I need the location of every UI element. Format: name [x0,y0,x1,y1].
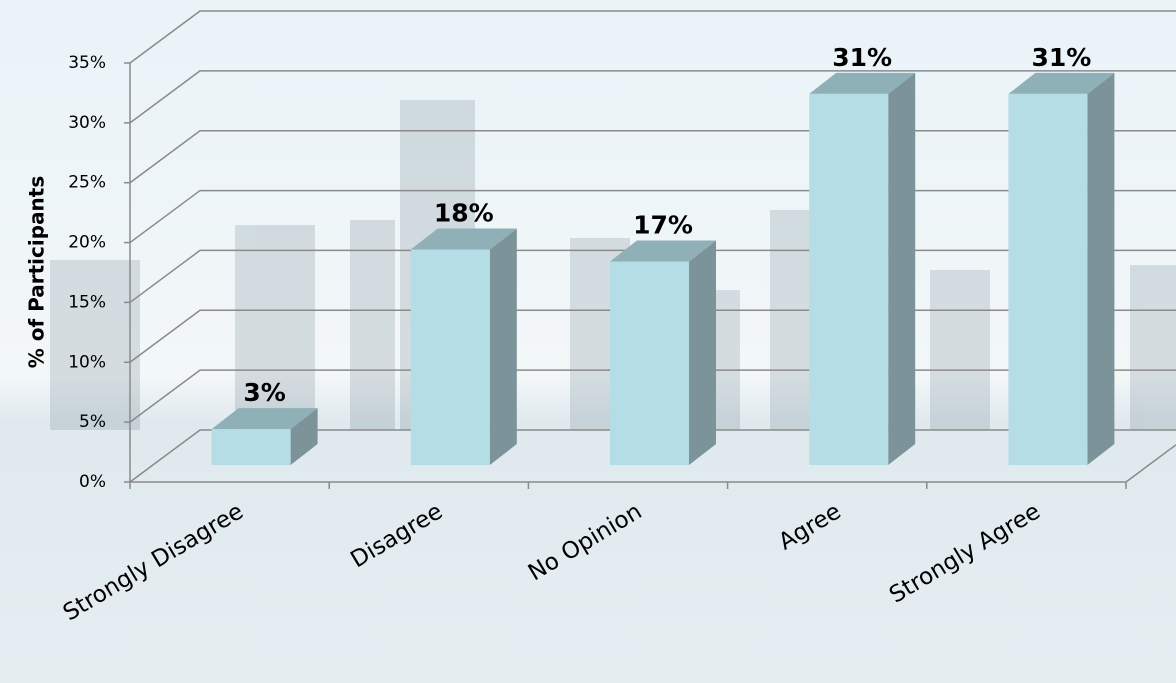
bar-top [610,240,716,262]
bar-top [809,72,916,94]
bar-top [410,228,517,250]
bar-side [1087,72,1115,465]
y-tick-label: 0% [79,472,106,492]
value-label: 18% [434,199,494,228]
value-label: 3% [243,378,285,407]
value-label: 31% [832,43,892,72]
y-tick-label: 20% [68,233,106,253]
grid-line [129,10,1176,64]
bar-side [290,408,318,465]
y-tick-label: 5% [79,412,106,432]
value-label: 31% [1031,43,1091,72]
y-tick-label: 30% [68,113,106,133]
bar [809,93,889,465]
grid-line [129,70,1176,124]
bar-top [211,408,318,430]
value-label: 17% [633,210,693,239]
y-tick-label: 10% [68,352,106,372]
bar-top [1008,72,1115,94]
bar [1008,93,1088,465]
bar-side [489,228,517,465]
bar [610,261,689,465]
bar-side [888,72,916,465]
y-axis-title: % of Participants [25,176,49,369]
bar [410,249,490,465]
y-tick-label: 35% [68,53,106,73]
y-tick-label: 15% [68,292,106,312]
bar-side [689,240,716,465]
y-tick-label: 25% [68,173,106,193]
bar [211,429,291,465]
